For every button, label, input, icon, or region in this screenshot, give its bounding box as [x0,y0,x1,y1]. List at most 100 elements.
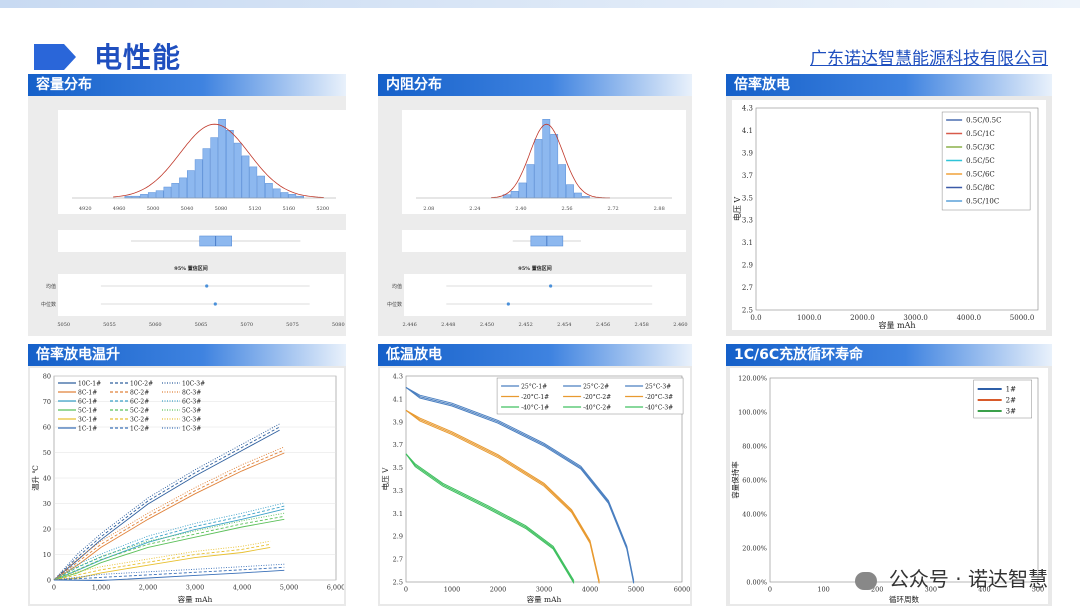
histogram-bar [296,195,304,199]
ci-tick-label: 5055 [103,322,116,328]
x-tick-label: 0 [768,586,772,594]
y-tick-label: 2.9 [742,262,753,270]
y-tick-label: 3.1 [742,239,753,247]
histogram-bar [241,155,250,199]
legend-label: 3C-1# [78,417,97,424]
boxplot-chart [58,230,350,252]
y-tick-label: 3.9 [742,149,753,157]
fit-curve [113,123,324,198]
y-tick-label: 2.9 [393,533,403,541]
histogram-svg: 4920 4960 5000 5040 5080 5120 5160 5200 [72,119,336,212]
panel-title: 倍率放电 [726,74,1052,96]
panel-title: 1C/6C充放循环寿命 [726,344,1052,366]
legend-label: 6C-2# [130,399,149,406]
fit-curve [491,123,610,199]
panel-capacity: 容量分布 4920 4960 5000 5040 5080 5120 5160 5200 95… [28,74,350,336]
x-tick-label: 2.88 [654,206,665,212]
panel-body: 2.08 2.24 2.40 2.56 2.72 2.88 95% 置信区间 均值 中位数 2.… [378,96,692,336]
legend-label: -20°C-3# [645,394,673,401]
legend-label: 0.5C/0.5C [966,117,1001,125]
histogram-svg: 2.08 2.24 2.40 2.56 2.72 2.88 [416,119,672,212]
page-title: 电性能 [94,41,182,74]
low-svg: 2.5 2.7 2.9 3.1 3.3 3.5 3.7 3.9 4.1 4.3 0 1000 2000 3… [380,373,690,605]
histogram-bar [558,164,566,199]
x-tick-label: 200 [871,586,883,594]
panel-temp: 倍率放电温升 0 10 20 30 40 50 60 70 80 0 1,000 2,000 3,000… [28,344,346,606]
series-line [53,423,280,581]
histogram-chart: 2.08 2.24 2.40 2.56 2.72 2.88 [402,110,686,214]
x-axis-label: 容量 mAh [178,594,213,604]
legend-label: 0.5C/5C [966,157,995,165]
histogram-bar [163,186,172,199]
panel-body: 2.5 2.7 2.9 3.1 3.3 3.5 3.7 3.9 4.1 4.3 0.0 1000.0 2… [726,96,1052,336]
y-axis-label: 容量保持率 [730,461,740,499]
x-tick-label: 0 [404,586,408,594]
x-tick-label: 2,000 [139,584,158,592]
x-tick-label: 3,000 [186,584,205,592]
x-tick-label: 5000 [628,586,645,594]
ci-tick-label: 5075 [286,322,299,328]
legend-label: 1# [1006,386,1016,394]
wechat-icon [854,571,877,590]
series-line [53,563,285,581]
x-tick-label: 5,000 [280,584,299,592]
x-axis-label: 容量 mAh [878,320,915,330]
ci-tick-label: 5080 [332,322,345,328]
legend-label: -40°C-1# [521,405,549,412]
histogram-bar [272,188,281,199]
legend-label: 8C-3# [182,390,201,397]
y-tick-label: 20.00% [742,545,767,553]
histogram-bar [257,175,265,199]
histogram-bar [265,183,273,199]
histogram-bar [249,166,258,199]
series-line [405,409,600,583]
histogram-bar [124,195,133,199]
legend-label: 8C-2# [130,390,149,397]
legend-label: 2# [1006,397,1016,405]
cycle-svg: 0.00% 20.00% 40.00% 60.00% 80.00% 100.00% 120.… [730,368,1044,604]
panel-body: 0.00% 20.00% 40.00% 60.00% 80.00% 100.00% 120.… [726,366,1052,606]
panel-resistance: 内阻分布 2.08 2.24 2.40 2.56 2.72 2.88 95% 置信区间 均值… [378,74,692,336]
y-tick-label: 0.00% [746,579,767,587]
histogram-bar [550,134,559,199]
legend-label: 3C-3# [182,417,201,424]
ci-row-label: 中位数 [41,301,56,308]
histogram-bar [186,170,195,199]
y-tick-label: 0 [47,577,51,585]
legend-label: 10C-2# [130,381,153,388]
panel-rate: 倍率放电 2.5 2.7 2.9 3.1 3.3 3.5 3.7 3.9 4.1 4.3 0.0 10… [726,74,1052,336]
y-tick-label: 3.3 [742,217,753,225]
x-tick-label: 5040 [181,206,194,212]
legend-label: 1C-3# [182,426,201,433]
x-axis-label: 容量 mAh [527,594,562,604]
boxplot-svg [512,235,581,247]
ci-point [549,284,553,288]
legend-box [496,377,684,415]
y-tick-label: 50 [43,449,51,457]
series-line [53,512,285,581]
histogram-bar [288,194,297,199]
series-line [53,446,285,581]
series-line [405,386,635,583]
x-tick-label: 400 [978,586,990,594]
series-line [53,543,271,581]
legend-label: 10C-3# [182,381,205,388]
ci-plot-area [404,274,686,316]
ci-plot-area [58,274,344,316]
histogram-bar [581,196,590,199]
x-tick-label: 6,000 [327,584,344,592]
series-line [53,546,271,581]
rate-chart: 2.5 2.7 2.9 3.1 3.3 3.5 3.7 3.9 4.1 4.3 0.0 1000.0 2… [732,100,1046,330]
series-line [53,505,285,581]
x-tick-label: 100 [817,586,829,594]
legend-label: 6C-1# [78,399,97,406]
legend-label: 6C-3# [182,399,201,406]
histogram-bar [574,192,582,199]
watermark: 公众号 · 诺达智慧 [854,563,1048,592]
x-tick-label: 5000.0 [1010,314,1035,322]
y-axis-label: 温升 ℃ [31,465,40,491]
histogram-bar [202,148,211,199]
title-arrow-icon [34,44,76,70]
x-tick-label: 2.40 [515,206,526,212]
legend-label: -40°C-3# [645,405,673,412]
